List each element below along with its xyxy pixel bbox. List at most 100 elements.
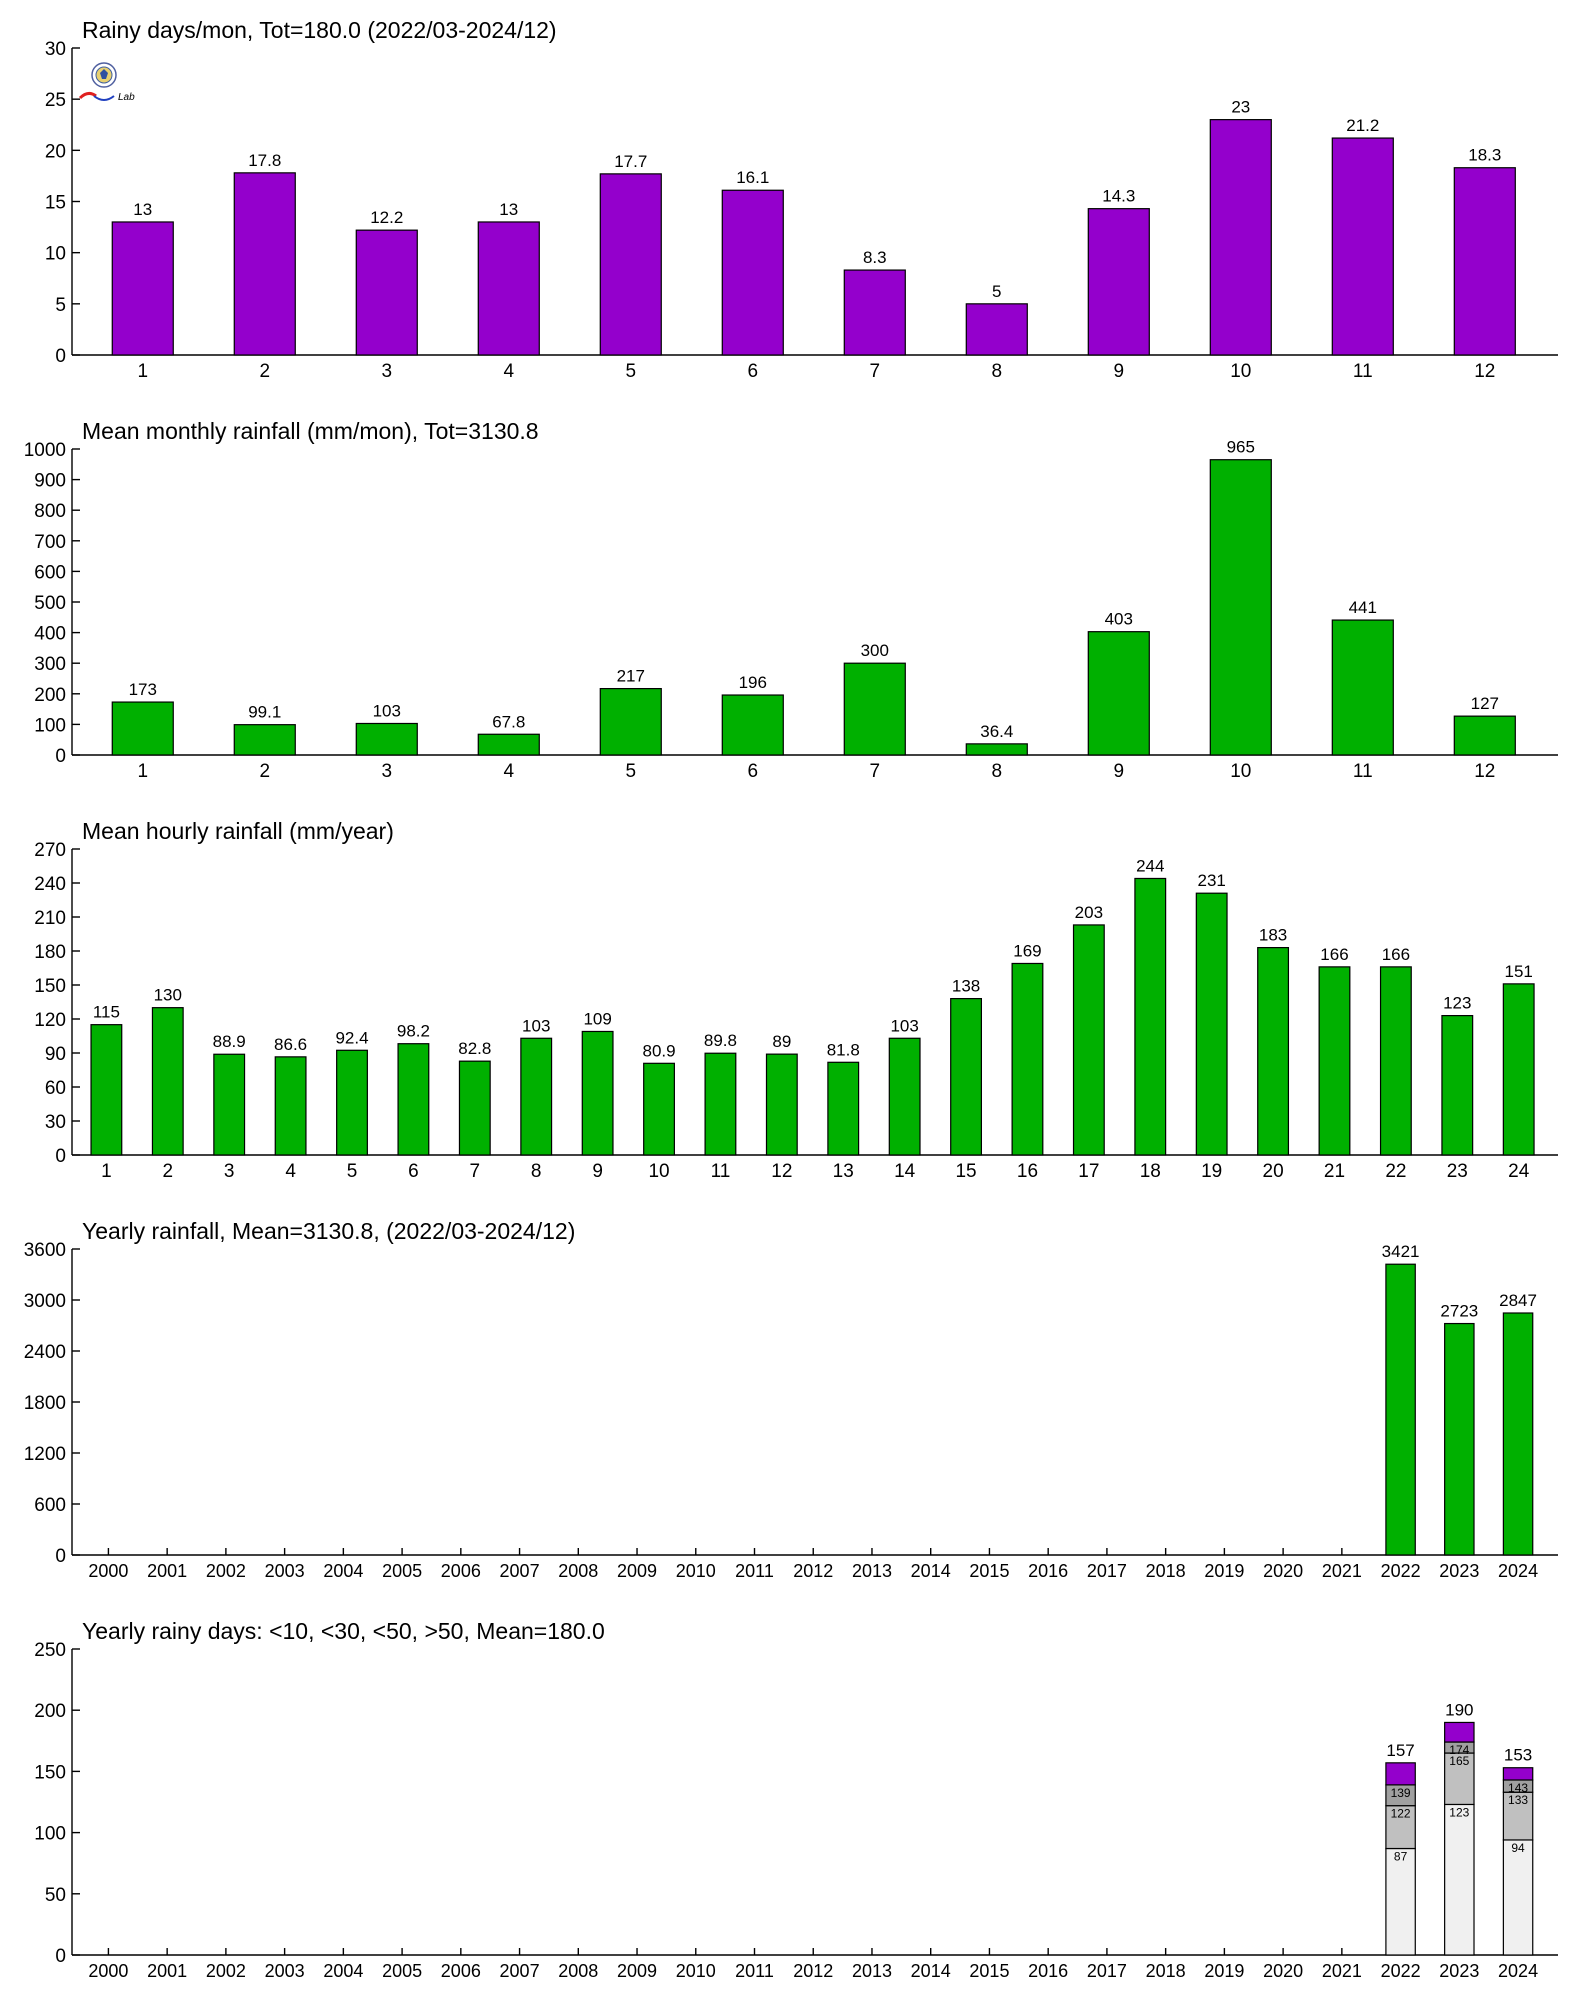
bar-value-label: 300 [861, 641, 889, 660]
x-tick-label: 2012 [793, 1561, 833, 1581]
x-tick-label: 1 [137, 761, 148, 782]
x-tick-label: 2009 [617, 1561, 657, 1581]
y-tick-label: 10 [45, 244, 66, 265]
y-tick-label: 15 [45, 193, 66, 214]
stack-value-label: 94 [1511, 1841, 1525, 1855]
y-tick-label: 700 [34, 532, 66, 553]
x-tick-label: 5 [347, 1161, 358, 1182]
x-tick-label: 19 [1201, 1161, 1222, 1182]
x-tick-label: 7 [869, 761, 880, 782]
bar [213, 1053, 246, 1156]
y-tick-label: 600 [34, 1495, 66, 1516]
x-tick-label: 10 [1230, 761, 1251, 782]
bar-value-label: 36.4 [980, 722, 1013, 741]
bar [721, 189, 784, 356]
y-tick-label: 1800 [24, 1393, 66, 1414]
x-tick-label: 2014 [911, 1961, 951, 1981]
bar [355, 722, 418, 756]
bar [1087, 208, 1150, 356]
x-tick-label: 2017 [1087, 1961, 1127, 1981]
bar [111, 221, 174, 356]
x-tick-label: 2022 [1381, 1961, 1421, 1981]
bar-value-label: 196 [739, 673, 767, 692]
x-tick-label: 13 [833, 1161, 854, 1182]
x-tick-label: 11 [1353, 761, 1373, 782]
stack-value-label: 139 [1391, 1786, 1411, 1800]
y-tick-label: 25 [45, 90, 66, 111]
chart-title: Yearly rainy days: <10, <30, <50, >50, M… [82, 1618, 605, 1644]
y-tick-label: 800 [34, 501, 66, 522]
bar-value-label: 16.1 [736, 168, 769, 187]
stack-segment-gt50 [1385, 1762, 1416, 1786]
bar [1011, 962, 1044, 1156]
x-tick-label: 2015 [969, 1561, 1009, 1581]
bar [1072, 924, 1105, 1156]
bar-value-label: 14.3 [1102, 187, 1135, 206]
bar-value-label: 18.3 [1468, 146, 1501, 165]
bar [704, 1052, 737, 1156]
stack-value-label: 133 [1508, 1793, 1528, 1807]
chart-panel-2: Mean monthly rainfall (mm/mon), Tot=3130… [24, 418, 1558, 782]
x-tick-label: 2020 [1263, 1561, 1303, 1581]
x-tick-label: 2013 [852, 1961, 892, 1981]
x-tick-label: 2016 [1028, 1961, 1068, 1981]
x-tick-label: 2019 [1204, 1561, 1244, 1581]
bar-value-label: 203 [1075, 903, 1103, 922]
bar [599, 687, 662, 756]
x-tick-label: 1 [137, 361, 148, 382]
x-tick-label: 8 [991, 361, 1002, 382]
y-tick-label: 500 [34, 593, 66, 614]
x-tick-label: 2019 [1204, 1961, 1244, 1981]
bar [599, 173, 662, 356]
x-tick-label: 2015 [969, 1961, 1009, 1981]
x-tick-label: 9 [1113, 361, 1124, 382]
stack-segment-gt50 [1444, 1721, 1475, 1743]
bar [1134, 877, 1167, 1156]
bar [355, 229, 418, 356]
x-tick-label: 2023 [1439, 1561, 1479, 1581]
y-tick-label: 100 [34, 1824, 66, 1845]
stack-value-label: 174 [1449, 1743, 1469, 1757]
bar [965, 303, 1028, 356]
bar-value-label: 231 [1197, 871, 1225, 890]
bar-value-label: 88.9 [213, 1032, 246, 1051]
y-tick-label: 240 [34, 874, 66, 895]
x-tick-label: 2018 [1146, 1961, 1186, 1981]
x-tick-label: 9 [592, 1161, 603, 1182]
y-tick-label: 3000 [24, 1291, 66, 1312]
bar-value-label: 12.2 [370, 208, 403, 227]
x-tick-label: 2000 [88, 1561, 128, 1581]
bar [90, 1024, 123, 1156]
chart-title: Yearly rainfall, Mean=3130.8, (2022/03-2… [82, 1218, 575, 1244]
x-tick-label: 18 [1140, 1161, 1161, 1182]
bar [1087, 631, 1150, 756]
stack-value-label: 123 [1449, 1805, 1469, 1819]
x-tick-label: 2007 [500, 1961, 540, 1981]
x-tick-label: 24 [1508, 1161, 1530, 1182]
bar-value-label: 13 [133, 200, 152, 219]
bar [765, 1053, 798, 1156]
bar [965, 743, 1028, 756]
bar [1453, 715, 1516, 756]
x-tick-label: 1 [101, 1161, 112, 1182]
x-tick-label: 2004 [323, 1961, 363, 1981]
bar-value-label: 23 [1231, 98, 1250, 117]
bar [643, 1062, 675, 1156]
x-tick-label: 7 [869, 361, 880, 382]
bar [1441, 1014, 1474, 1156]
x-tick-label: 2007 [500, 1561, 540, 1581]
y-tick-label: 100 [34, 715, 66, 736]
x-tick-label: 4 [285, 1161, 296, 1182]
x-tick-label: 2011 [735, 1961, 774, 1981]
y-tick-label: 0 [55, 1946, 66, 1967]
bar [151, 1007, 184, 1156]
bar-value-label: 173 [129, 680, 157, 699]
bar-value-label: 127 [1471, 694, 1499, 713]
x-tick-label: 12 [1474, 361, 1495, 382]
bar-value-label: 166 [1320, 945, 1348, 964]
x-tick-label: 2 [259, 361, 270, 382]
bar-value-label: 103 [522, 1016, 550, 1035]
chart-title: Mean hourly rainfall (mm/year) [82, 818, 394, 844]
x-tick-label: 6 [747, 361, 758, 382]
